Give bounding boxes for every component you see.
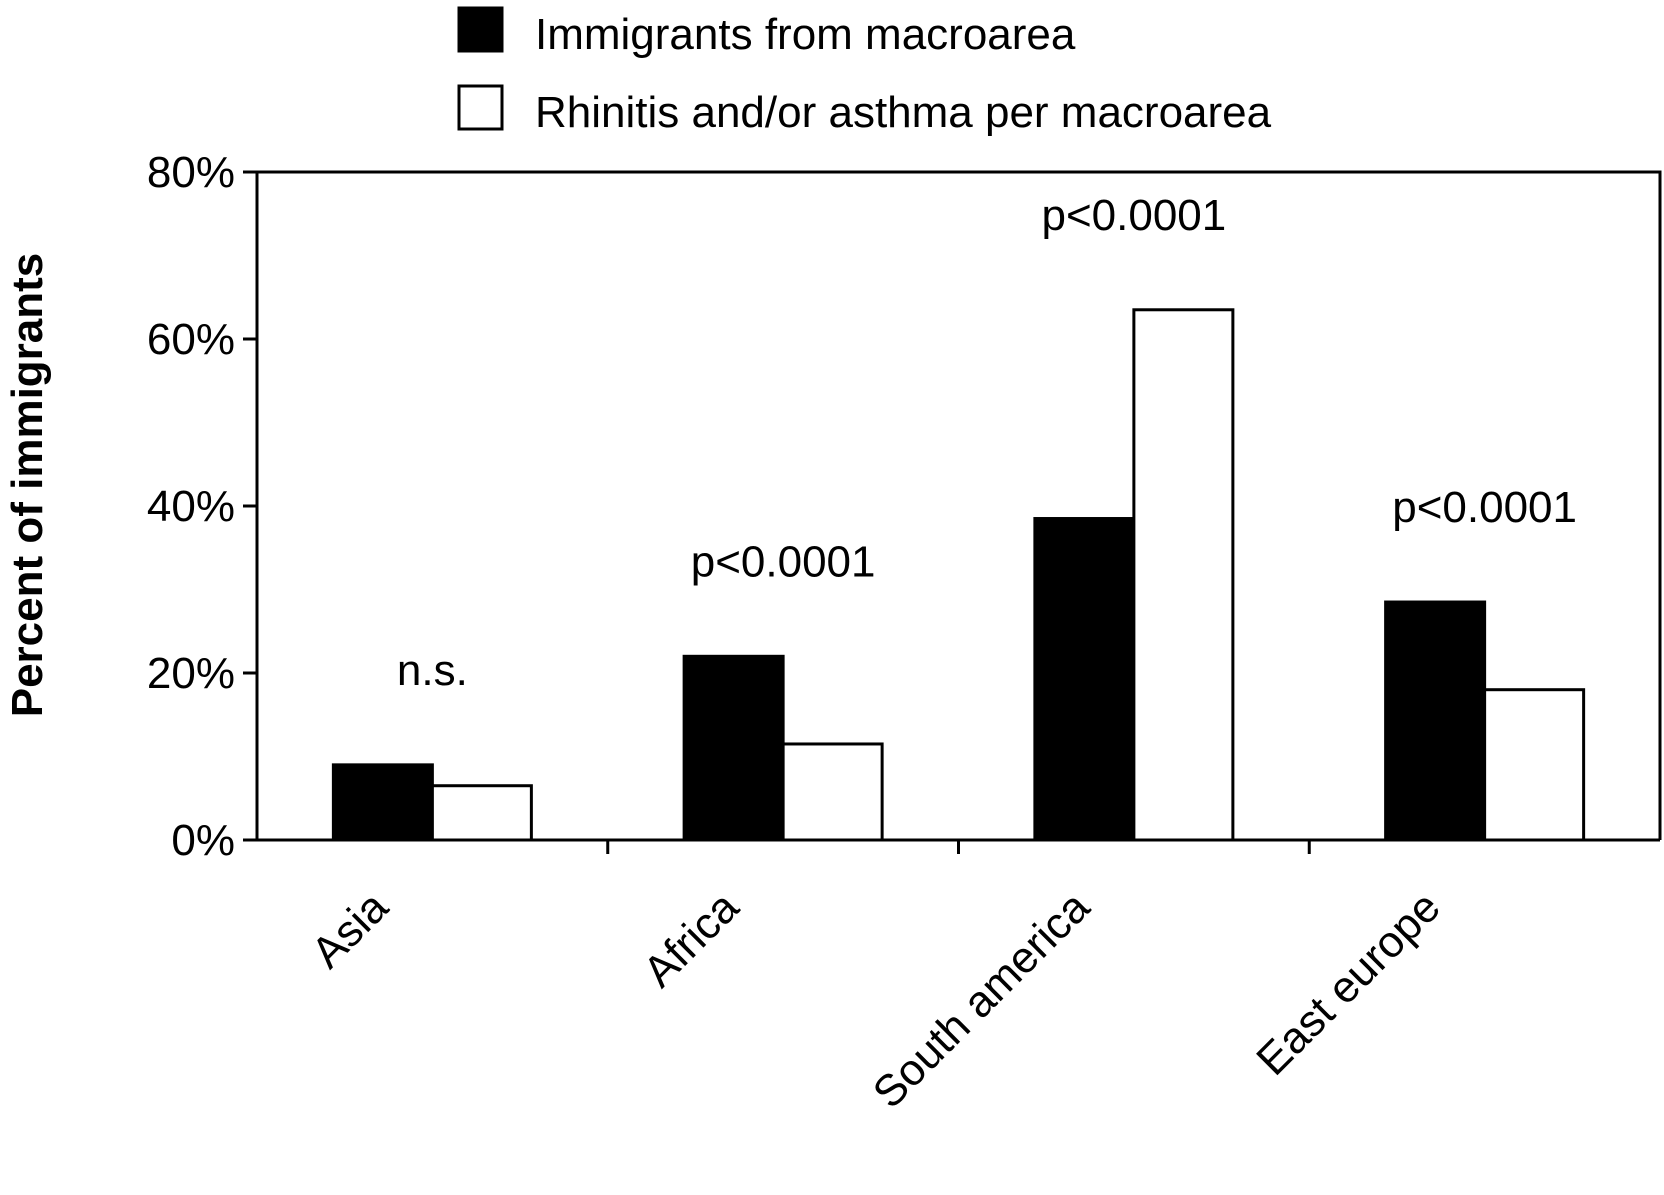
y-tick-label: 20% (147, 649, 235, 698)
annotation-east-europe: p<0.0001 (1392, 483, 1577, 532)
bar-asia-immigrants-from-macroarea (331, 763, 434, 842)
bar-east-europe-immigrants-from-macroarea (1384, 600, 1487, 842)
bar-south-america-immigrants-from-macroarea (1033, 517, 1136, 842)
legend-swatch-immigrants-from-macroarea (457, 6, 504, 53)
x-tick-label-africa: Africa (634, 882, 749, 997)
x-tick-label-south-america: South america (864, 882, 1100, 1118)
bar-africa-immigrants-from-macroarea (682, 654, 785, 842)
bar-east-europe-rhinitis-and-or-asthma-per-macroarea (1483, 688, 1586, 842)
legend-label-immigrants-from-macroarea: Immigrants from macroarea (535, 10, 1076, 59)
annotation-south-america: p<0.0001 (1042, 191, 1227, 240)
bar-africa-rhinitis-and-or-asthma-per-macroarea (781, 742, 884, 842)
y-axis-label: Percent of immigrants (3, 253, 52, 718)
y-tick-label: 0% (171, 816, 235, 865)
plot-area: 0% 20% 40% 60% 80% n.s. Asia p<0.0001 Africa p<0.… (147, 148, 1662, 1118)
x-tick-label-asia: Asia (302, 882, 398, 978)
y-tick-label: 40% (147, 482, 235, 531)
annotation-asia: n.s. (397, 646, 468, 695)
legend-swatch-rhinitis-and-or-asthma-per-macroarea (457, 84, 504, 131)
y-tick-label: 60% (147, 315, 235, 364)
legend-label-rhinitis-and-or-asthma-per-macroarea: Rhinitis and/or asthma per macroarea (535, 88, 1272, 137)
y-tick-label: 80% (147, 148, 235, 197)
bar-south-america-rhinitis-and-or-asthma-per-macroarea (1132, 308, 1235, 842)
x-tick-label-east-europe: East europe (1247, 882, 1449, 1084)
bar-asia-rhinitis-and-or-asthma-per-macroarea (430, 784, 533, 842)
annotation-africa: p<0.0001 (691, 537, 876, 586)
legend: Immigrants from macroarea Rhinitis and/or… (457, 6, 1272, 137)
